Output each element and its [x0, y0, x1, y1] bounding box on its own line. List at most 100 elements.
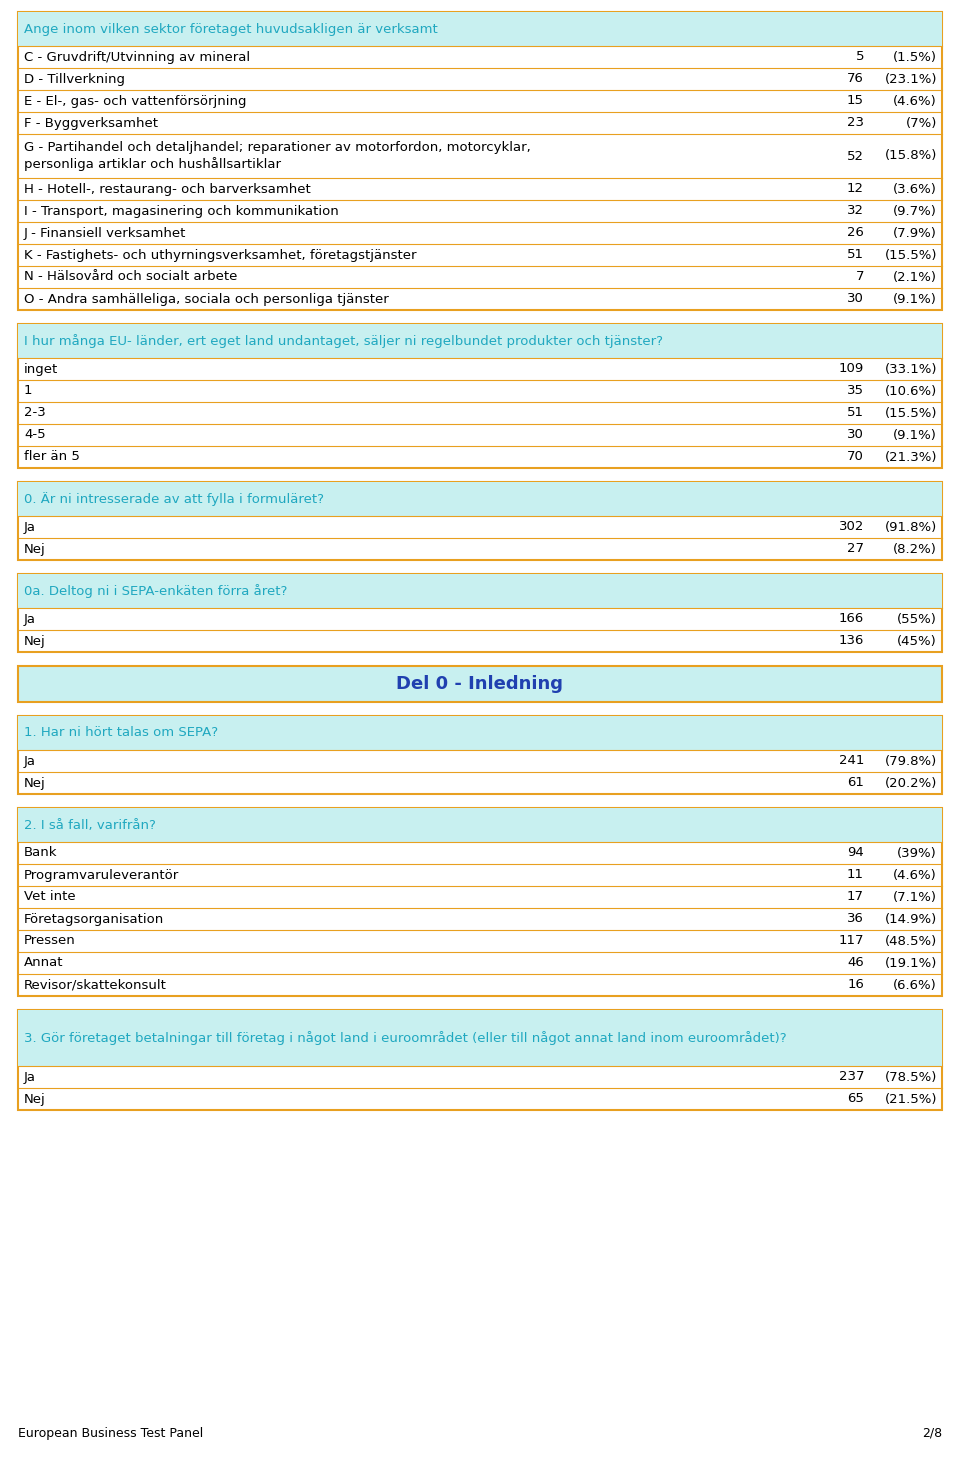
Text: 26: 26 — [847, 226, 864, 239]
Text: 241: 241 — [839, 755, 864, 768]
Text: I - Transport, magasinering och kommunikation: I - Transport, magasinering och kommunik… — [24, 204, 339, 218]
Text: (19.1%): (19.1%) — [884, 956, 937, 969]
Bar — [18, 12, 942, 310]
Text: (79.8%): (79.8%) — [885, 755, 937, 768]
Text: 0a. Deltog ni i SEPA-enkäten förra året?: 0a. Deltog ni i SEPA-enkäten förra året? — [24, 584, 287, 599]
Text: Företagsorganisation: Företagsorganisation — [24, 912, 164, 926]
Text: (7%): (7%) — [905, 117, 937, 130]
Text: 61: 61 — [847, 777, 864, 790]
Bar — [18, 807, 942, 996]
Text: E - El-, gas- och vattenförsörjning: E - El-, gas- och vattenförsörjning — [24, 95, 247, 108]
Text: 30: 30 — [847, 292, 864, 305]
Text: 7: 7 — [855, 270, 864, 283]
Bar — [18, 324, 942, 358]
Text: K - Fastighets- och uthyrningsverksamhet, företagstjänster: K - Fastighets- och uthyrningsverksamhet… — [24, 248, 417, 261]
Text: D - Tillverkning: D - Tillverkning — [24, 73, 125, 86]
Text: Nej: Nej — [24, 543, 46, 555]
Text: Bank: Bank — [24, 847, 58, 860]
Text: Del 0 - Inledning: Del 0 - Inledning — [396, 675, 564, 693]
Text: 237: 237 — [838, 1070, 864, 1083]
Text: 2/8: 2/8 — [922, 1426, 942, 1440]
Text: (39%): (39%) — [898, 847, 937, 860]
Text: fler än 5: fler än 5 — [24, 451, 80, 463]
Text: 1: 1 — [24, 384, 33, 397]
Text: 30: 30 — [847, 428, 864, 441]
Text: (3.6%): (3.6%) — [893, 182, 937, 196]
Bar — [18, 482, 942, 515]
Text: Nej: Nej — [24, 1092, 46, 1105]
Bar — [18, 807, 942, 842]
Text: 27: 27 — [847, 543, 864, 555]
Text: (21.5%): (21.5%) — [884, 1092, 937, 1105]
Text: 302: 302 — [839, 521, 864, 533]
Text: Ja: Ja — [24, 521, 36, 533]
Bar — [18, 666, 942, 702]
Text: 36: 36 — [847, 912, 864, 926]
Text: 35: 35 — [847, 384, 864, 397]
Text: J - Finansiell verksamhet: J - Finansiell verksamhet — [24, 226, 186, 239]
Text: inget: inget — [24, 362, 59, 375]
Text: 51: 51 — [847, 248, 864, 261]
Bar — [18, 12, 942, 47]
Bar — [18, 324, 942, 469]
Text: (15.5%): (15.5%) — [884, 406, 937, 419]
Text: (23.1%): (23.1%) — [884, 73, 937, 86]
Text: 32: 32 — [847, 204, 864, 218]
Text: 51: 51 — [847, 406, 864, 419]
Text: Programvaruleverantör: Programvaruleverantör — [24, 869, 180, 882]
Text: Revisor/skattekonsult: Revisor/skattekonsult — [24, 978, 167, 991]
Text: (2.1%): (2.1%) — [893, 270, 937, 283]
Text: 46: 46 — [848, 956, 864, 969]
Text: (55%): (55%) — [898, 613, 937, 625]
Text: Annat: Annat — [24, 956, 63, 969]
Text: (7.1%): (7.1%) — [893, 891, 937, 904]
Text: (48.5%): (48.5%) — [885, 934, 937, 948]
Text: (91.8%): (91.8%) — [885, 521, 937, 533]
Text: 2-3: 2-3 — [24, 406, 46, 419]
Text: (8.2%): (8.2%) — [893, 543, 937, 555]
Bar — [18, 574, 942, 607]
Bar — [18, 1010, 942, 1110]
Text: Vet inte: Vet inte — [24, 891, 76, 904]
Text: G - Partihandel och detaljhandel; reparationer av motorfordon, motorcyklar,
pers: G - Partihandel och detaljhandel; repara… — [24, 140, 531, 171]
Text: (4.6%): (4.6%) — [893, 869, 937, 882]
Text: (1.5%): (1.5%) — [893, 51, 937, 63]
Text: (78.5%): (78.5%) — [884, 1070, 937, 1083]
Text: 17: 17 — [847, 891, 864, 904]
Text: 12: 12 — [847, 182, 864, 196]
Text: 0. Är ni intresserade av att fylla i formuläret?: 0. Är ni intresserade av att fylla i for… — [24, 492, 324, 507]
Text: 23: 23 — [847, 117, 864, 130]
Text: (9.7%): (9.7%) — [893, 204, 937, 218]
Text: 15: 15 — [847, 95, 864, 108]
Text: (21.3%): (21.3%) — [884, 451, 937, 463]
Text: Ange inom vilken sektor företaget huvudsakligen är verksamt: Ange inom vilken sektor företaget huvuds… — [24, 22, 438, 35]
Text: 94: 94 — [848, 847, 864, 860]
Text: I hur många EU- länder, ert eget land undantaget, säljer ni regelbundet produkte: I hur många EU- länder, ert eget land un… — [24, 334, 663, 347]
Text: (33.1%): (33.1%) — [884, 362, 937, 375]
Text: (10.6%): (10.6%) — [885, 384, 937, 397]
Text: 4-5: 4-5 — [24, 428, 46, 441]
Bar — [18, 574, 942, 653]
Text: 70: 70 — [847, 451, 864, 463]
Text: 76: 76 — [847, 73, 864, 86]
Text: 11: 11 — [847, 869, 864, 882]
Bar — [18, 715, 942, 794]
Text: 109: 109 — [839, 362, 864, 375]
Text: (4.6%): (4.6%) — [893, 95, 937, 108]
Text: F - Byggverksamhet: F - Byggverksamhet — [24, 117, 158, 130]
Text: (15.8%): (15.8%) — [884, 149, 937, 162]
Text: Ja: Ja — [24, 613, 36, 625]
Text: 117: 117 — [838, 934, 864, 948]
Text: 3. Gör företaget betalningar till företag i något land i euroområdet (eller till: 3. Gör företaget betalningar till företa… — [24, 1031, 786, 1045]
Text: Ja: Ja — [24, 755, 36, 768]
Text: 1. Har ni hört talas om SEPA?: 1. Har ni hört talas om SEPA? — [24, 727, 218, 740]
Text: (45%): (45%) — [898, 635, 937, 647]
Text: (6.6%): (6.6%) — [893, 978, 937, 991]
Text: (15.5%): (15.5%) — [884, 248, 937, 261]
Text: 52: 52 — [847, 149, 864, 162]
Text: Nej: Nej — [24, 635, 46, 647]
Text: (14.9%): (14.9%) — [885, 912, 937, 926]
Bar — [18, 715, 942, 750]
Text: (7.9%): (7.9%) — [893, 226, 937, 239]
Text: 2. I så fall, varifrån?: 2. I så fall, varifrån? — [24, 819, 156, 832]
